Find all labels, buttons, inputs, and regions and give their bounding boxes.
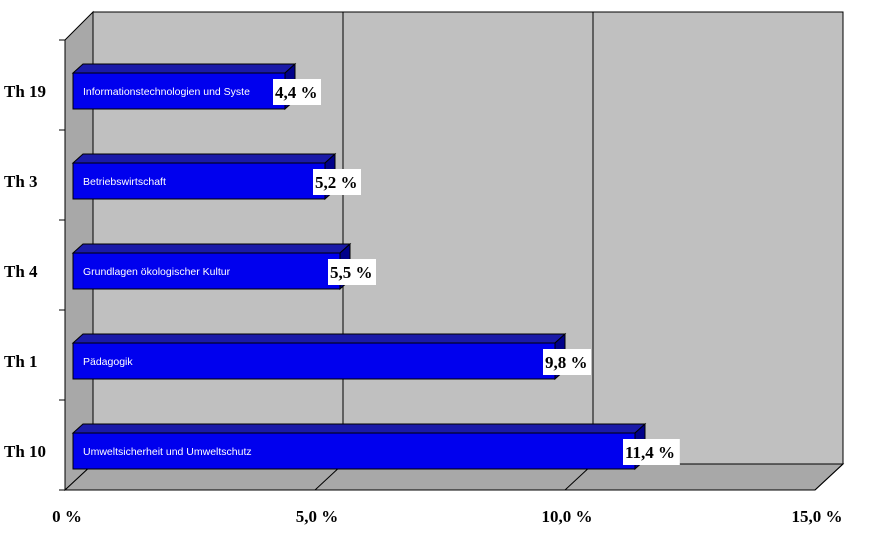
value-label-box	[313, 169, 361, 195]
value-label: 5,5 %	[330, 263, 373, 282]
bar	[72, 342, 556, 380]
bar	[72, 432, 636, 470]
bar-name-label: Pädagogik	[83, 356, 133, 368]
value-label-box	[273, 79, 321, 105]
category-label: Th 4	[4, 262, 38, 281]
bar-name-label: Betriebswirtschaft	[83, 176, 166, 188]
category-label: Th 10	[4, 442, 46, 461]
value-label: 4,4 %	[275, 83, 318, 102]
x-tick-label: 15,0 %	[792, 507, 843, 526]
bar	[72, 72, 286, 110]
category-label: Th 19	[4, 82, 46, 101]
value-label: 9,8 %	[545, 353, 588, 372]
category-label: Th 1	[4, 352, 38, 371]
value-label: 11,4 %	[625, 443, 675, 462]
bar-top	[71, 333, 567, 344]
bar	[72, 162, 326, 200]
bar	[72, 252, 341, 290]
floor-gridline	[814, 463, 844, 491]
bar-top	[71, 63, 297, 74]
bar-top	[71, 153, 337, 164]
value-label: 5,2 %	[315, 173, 358, 192]
x-tick-label: 5,0 %	[296, 507, 339, 526]
value-label-box	[623, 439, 680, 465]
x-tick-label: 0 %	[52, 507, 82, 526]
value-label-box	[543, 349, 591, 375]
x-tick-label: 10,0 %	[542, 507, 593, 526]
category-label: Th 3	[4, 172, 38, 191]
bar-name-label: Grundlagen ökologischer Kultur	[83, 266, 231, 278]
bar-top	[71, 423, 647, 434]
bar-name-label: Informationstechnologien und Syste	[83, 86, 250, 98]
value-label-box	[328, 259, 376, 285]
bar-top	[71, 243, 352, 254]
bar-name-label: Umweltsicherheit und Umweltschutz	[83, 446, 252, 458]
